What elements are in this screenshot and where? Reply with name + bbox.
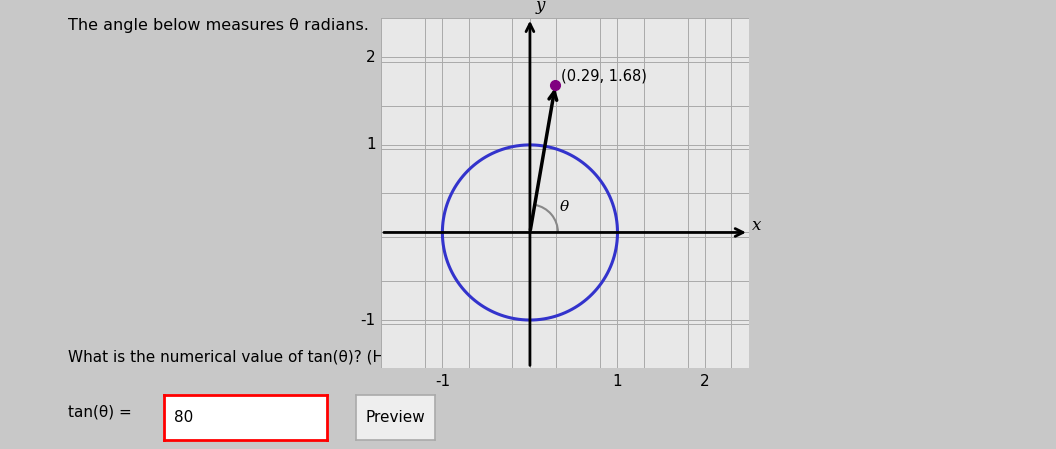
Text: y: y <box>536 0 546 14</box>
Text: 1: 1 <box>366 137 376 152</box>
Text: 1: 1 <box>612 374 622 389</box>
Text: -1: -1 <box>435 374 450 389</box>
Text: ✱: ✱ <box>375 404 388 419</box>
Text: What is the numerical value of tan(θ)? (Hint: what does tan(θ) represent?): What is the numerical value of tan(θ)? (… <box>68 350 637 365</box>
Text: 2: 2 <box>366 50 376 65</box>
Text: (0.29, 1.68): (0.29, 1.68) <box>561 69 646 84</box>
Text: x: x <box>752 217 761 234</box>
Text: Preview: Preview <box>365 410 426 425</box>
Text: The angle below measures θ radians.: The angle below measures θ radians. <box>68 18 369 33</box>
Text: tan(θ) =: tan(θ) = <box>68 404 132 419</box>
Text: 2: 2 <box>700 374 710 389</box>
Text: 80: 80 <box>173 410 193 425</box>
Text: -1: -1 <box>361 313 376 327</box>
Text: θ: θ <box>560 200 569 214</box>
